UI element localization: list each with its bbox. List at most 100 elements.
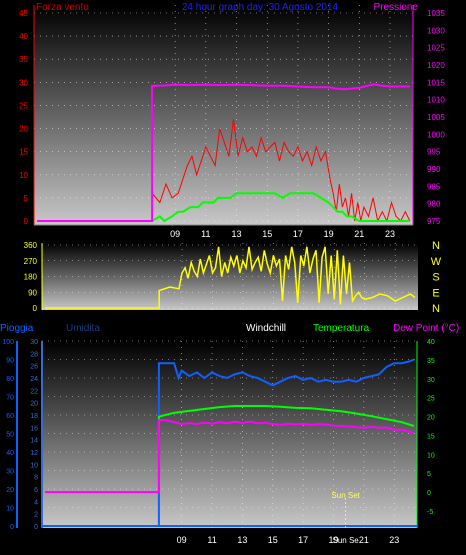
pressure-tick-label: 1030 <box>427 26 445 35</box>
wind-tick-label: 15 <box>19 148 28 157</box>
rain-tick-label: 80 <box>6 376 14 383</box>
wind-tick-label: 40 <box>19 32 28 41</box>
humidity-tick-label: 10 <box>30 462 38 469</box>
x-tick-label: 23 <box>389 535 399 545</box>
panel-wind-pressure <box>34 5 413 225</box>
compass-label: W <box>431 256 442 268</box>
x-tick-label: 13 <box>237 535 247 545</box>
series-pressione <box>37 83 410 222</box>
sunset-x-label: Sun Se <box>333 536 360 545</box>
direction-tick-label: 270 <box>24 257 38 266</box>
direction-tick-label: 90 <box>28 288 37 297</box>
legend-umidita: Umidita <box>66 323 100 334</box>
humidity-tick-label: 26 <box>30 364 38 371</box>
pressure-tick-label: 1000 <box>427 130 445 139</box>
humidity-tick-label: 0 <box>34 524 38 531</box>
x-tick-label: 19 <box>328 535 338 545</box>
wind-tick-label: 20 <box>19 125 28 134</box>
x-tick-label: 17 <box>293 229 303 239</box>
pressure-tick-label: 975 <box>427 217 441 226</box>
pressure-tick-label: 1035 <box>427 9 445 18</box>
x-tick-label: 21 <box>354 229 364 239</box>
humidity-tick-label: 30 <box>30 339 38 346</box>
humidity-tick-label: 12 <box>30 450 38 457</box>
wind-tick-label: 0 <box>24 217 29 226</box>
chart-title: 24 hour graph day: 30 Agosto 2014 <box>182 2 339 13</box>
humidity-tick-label: 6 <box>34 487 38 494</box>
series-umidita <box>45 358 415 527</box>
legend-pioggia: Pioggia <box>0 323 34 334</box>
humidity-tick-label: 8 <box>34 475 38 482</box>
pressure-tick-label: 990 <box>427 165 441 174</box>
x-tick-label: 15 <box>262 229 272 239</box>
pressure-tick-label: 995 <box>427 148 441 157</box>
temperature-tick-label: 35 <box>427 358 435 365</box>
compass-label: N <box>432 240 440 252</box>
compass-label: E <box>432 287 439 299</box>
temperature-tick-label: 5 <box>427 471 431 478</box>
x-tick-label: 09 <box>177 535 187 545</box>
rain-tick-label: 40 <box>6 450 14 457</box>
x-tick-label: 19 <box>324 229 334 239</box>
rain-tick-label: 60 <box>6 413 14 420</box>
direction-tick-label: 180 <box>24 273 38 282</box>
wind-tick-label: 35 <box>19 55 28 64</box>
pressure-tick-label: 1005 <box>427 113 445 122</box>
panel-wind-direction <box>42 243 418 310</box>
compass-label: S <box>432 272 439 284</box>
humidity-tick-label: 16 <box>30 425 38 432</box>
wind-tick-label: 30 <box>19 78 28 87</box>
legend-dewpoint: Dew Point (°C) <box>393 323 459 334</box>
x-tick-label: 15 <box>268 535 278 545</box>
wind-tick-label: 25 <box>19 101 28 110</box>
series-forza-vento <box>37 119 411 223</box>
panel-temperature-humidity <box>42 341 417 528</box>
rain-tick-label: 70 <box>6 395 14 402</box>
series-vento-medio <box>37 192 410 223</box>
humidity-tick-label: 14 <box>30 438 38 445</box>
temperature-tick-label: 25 <box>427 396 435 403</box>
humidity-tick-label: 4 <box>34 499 38 506</box>
series-temperatura <box>45 405 415 494</box>
compass-label: N <box>432 303 440 315</box>
legend-temperatura: Temperatura <box>313 323 370 334</box>
humidity-tick-label: 18 <box>30 413 38 420</box>
pressure-tick-label: 1020 <box>427 61 445 70</box>
wind-axis-label: Forza vento <box>36 2 89 13</box>
temperature-tick-label: 10 <box>427 452 435 459</box>
series-dew-point <box>45 419 415 494</box>
legend-windchill: Windchill <box>246 323 286 334</box>
humidity-tick-label: 20 <box>30 401 38 408</box>
humidity-tick-label: 2 <box>34 512 38 519</box>
x-tick-label: 21 <box>359 535 369 545</box>
x-tick-label: 09 <box>170 229 180 239</box>
temperature-tick-label: 15 <box>427 433 435 440</box>
x-tick-label: 13 <box>232 229 242 239</box>
x-tick-label: 17 <box>298 535 308 545</box>
humidity-tick-label: 22 <box>30 388 38 395</box>
direction-tick-label: 0 <box>33 304 38 313</box>
rain-tick-label: 90 <box>6 358 14 365</box>
temperature-tick-label: 40 <box>427 339 435 346</box>
temperature-tick-label: -5 <box>427 509 433 516</box>
pressure-tick-label: 1025 <box>427 44 445 53</box>
rain-tick-label: 20 <box>6 487 14 494</box>
pressure-tick-label: 1015 <box>427 78 445 87</box>
sunset-label: Sun Set <box>331 491 360 500</box>
direction-tick-label: 360 <box>24 241 38 250</box>
wind-tick-label: 10 <box>19 171 28 180</box>
rain-tick-label: 50 <box>6 432 14 439</box>
pressure-tick-label: 1010 <box>427 96 445 105</box>
humidity-tick-label: 24 <box>30 376 38 383</box>
temperature-tick-label: 0 <box>427 490 431 497</box>
pressure-tick-label: 980 <box>427 200 441 209</box>
series-direzione <box>45 246 416 309</box>
rain-tick-label: 30 <box>6 469 14 476</box>
humidity-tick-label: 28 <box>30 351 38 358</box>
temperature-tick-label: 20 <box>427 415 435 422</box>
pressure-tick-label: 985 <box>427 182 441 191</box>
rain-tick-label: 100 <box>2 339 14 346</box>
x-tick-label: 11 <box>207 535 216 545</box>
rain-tick-label: 10 <box>6 506 14 513</box>
